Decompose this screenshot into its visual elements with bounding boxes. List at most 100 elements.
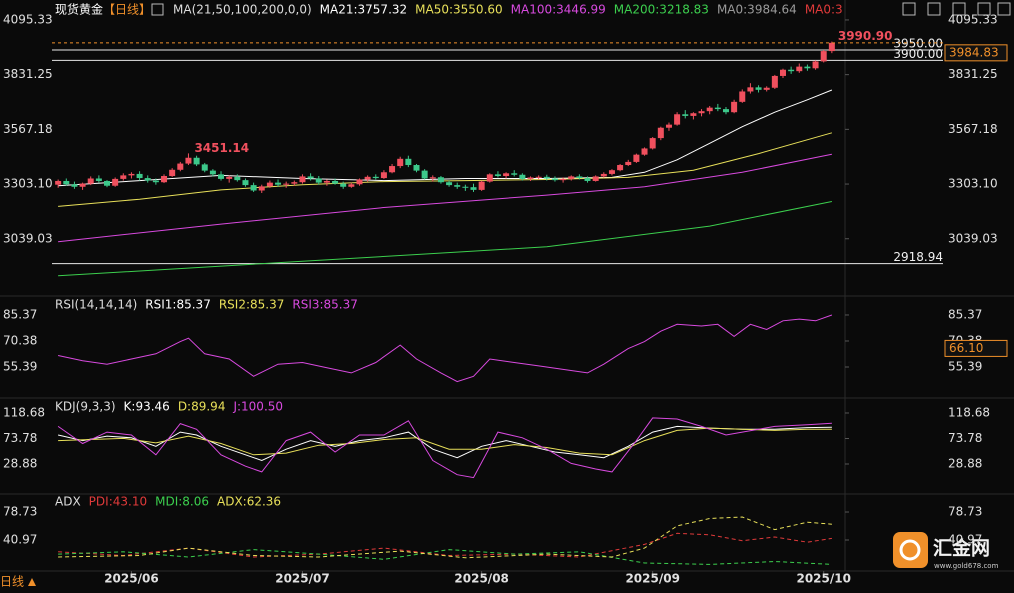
candle-body: [234, 176, 241, 181]
candle-body: [641, 148, 648, 155]
period-arrow[interactable]: [28, 578, 36, 586]
candle-body: [657, 127, 664, 139]
candle-body: [104, 180, 111, 186]
y-tick-label-left: 78.73: [3, 505, 37, 519]
candle-body: [812, 61, 819, 69]
legend-item: KDJ(9,3,3): [55, 400, 116, 414]
legend-item: D:89.94: [178, 400, 226, 414]
candle-body: [454, 185, 461, 187]
indicator-line: [58, 516, 832, 559]
current-value-box: [944, 339, 1008, 357]
candle-body: [698, 111, 705, 114]
candle-body: [55, 180, 62, 185]
candle-body: [201, 164, 208, 171]
x-tick-label: 2025/07: [275, 572, 329, 586]
icon[interactable]: [952, 2, 966, 16]
candle-body: [340, 183, 347, 187]
candle-body: [95, 178, 102, 181]
legend-item: J:100.50: [232, 400, 283, 414]
candle-body: [527, 177, 534, 179]
candle-body: [470, 187, 477, 190]
legend-item: MA200:3218.83: [614, 3, 709, 17]
high-label: 3990.90: [838, 29, 893, 43]
candle-body: [128, 173, 135, 176]
candle-body: [820, 51, 827, 62]
candle-body: [185, 157, 192, 164]
price-line-label: 3950.00: [893, 37, 943, 51]
candle-body: [87, 178, 94, 184]
candle-body: [144, 178, 151, 181]
candle-body: [796, 66, 803, 72]
icon[interactable]: [977, 2, 991, 16]
candle-body: [543, 176, 550, 179]
y-tick-label: 55.39: [948, 359, 982, 373]
legend-item: K:93.46: [124, 400, 170, 414]
settings-icon[interactable]: [151, 3, 164, 16]
candle-body: [633, 154, 640, 162]
candle-body: [71, 184, 78, 187]
candle-body: [706, 107, 713, 112]
icon[interactable]: [902, 2, 916, 16]
y-tick-label: 40.97: [948, 533, 982, 547]
last-price-label: 3984.83: [949, 45, 999, 59]
candle-body: [348, 184, 355, 187]
candle-body: [405, 158, 412, 166]
candle-body: [218, 174, 225, 179]
candle-body: [714, 107, 721, 110]
toolbar-icons: [902, 2, 1011, 16]
logo-url: www.gold678.com: [934, 562, 999, 570]
y-tick-label-left: 28.88: [3, 457, 37, 471]
candle-body: [478, 181, 485, 190]
candle-body: [779, 69, 786, 76]
icon[interactable]: [997, 2, 1011, 16]
candle-body: [79, 183, 86, 187]
y-tick-label: 3303.10: [948, 177, 998, 191]
legend-item: RSI2:85.37: [219, 298, 285, 312]
candle-body: [209, 170, 216, 175]
candle-body: [600, 173, 607, 177]
logo-text: 汇金网: [933, 537, 990, 560]
legend-item: ADX:62.36: [217, 495, 281, 509]
candle-body: [193, 157, 200, 165]
y-tick-label-left: 85.37: [3, 307, 37, 321]
legend-item: PDI:43.10: [89, 495, 147, 509]
candle-body: [568, 176, 575, 179]
x-tick-label: 2025/06: [104, 572, 158, 586]
candle-body: [226, 176, 233, 179]
legend-item: RSI(14,14,14): [55, 298, 137, 312]
candle-body: [771, 75, 778, 88]
candle-body: [617, 165, 624, 171]
candle-body: [161, 175, 168, 183]
x-tick-label: 2025/09: [625, 572, 679, 586]
candle-body: [722, 109, 729, 113]
legend-item: MA(21,50,100,200,0,0): [173, 3, 312, 17]
price-line-label: 2918.94: [893, 250, 943, 264]
candle-body: [519, 174, 526, 179]
candle-body: [413, 165, 420, 171]
legend-item: MA50:3550.60: [415, 3, 503, 17]
candle-body: [332, 180, 339, 184]
candle-body: [250, 185, 257, 191]
legend-item: MA21:3757.32: [320, 3, 408, 17]
candle-body: [665, 124, 672, 128]
last-price-box: [944, 44, 1008, 62]
candle-body: [674, 114, 681, 125]
candle-body: [649, 138, 656, 149]
candle-body: [551, 178, 558, 181]
indicator-line: [58, 132, 833, 207]
candle-body: [437, 177, 444, 183]
period-button[interactable]: 日线: [0, 575, 24, 589]
candle-body: [323, 180, 330, 183]
candle-body: [535, 176, 542, 178]
candle-body: [576, 176, 583, 179]
candle-body: [560, 178, 567, 181]
y-tick-label: 3831.25: [948, 67, 998, 81]
icon[interactable]: [927, 2, 941, 16]
legend-item: RSI1:85.37: [145, 298, 211, 312]
x-tick-label: 2025/10: [796, 572, 850, 586]
legend-item: 【日线】: [103, 3, 151, 17]
candle-body: [291, 182, 298, 184]
y-tick-label: 4095.33: [948, 12, 998, 26]
candle-body: [258, 186, 265, 191]
